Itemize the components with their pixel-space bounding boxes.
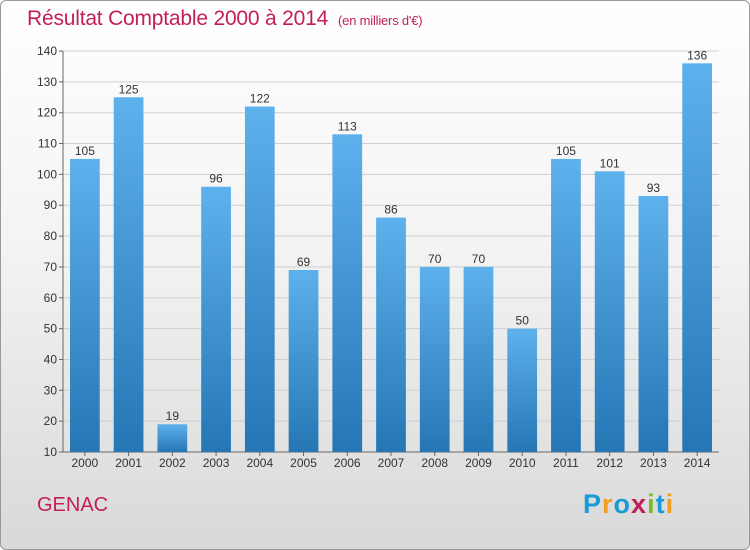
x-tick-label-2010: 2010 xyxy=(509,456,536,470)
x-tick-label-2013: 2013 xyxy=(640,456,667,470)
data-label-2007: 86 xyxy=(384,203,398,217)
logo-letter: o xyxy=(613,489,632,519)
data-label-2003: 96 xyxy=(209,172,223,186)
data-label-2009: 70 xyxy=(472,252,486,266)
y-tick-label: 30 xyxy=(44,383,58,397)
chart-title: Résultat Comptable 2000 à 2014 (en millie… xyxy=(27,7,423,31)
y-tick-label: 10 xyxy=(44,445,58,459)
proxiti-logo: Proxiti xyxy=(583,489,674,520)
commune-name: GENAC xyxy=(37,494,109,516)
y-tick-label: 110 xyxy=(38,137,57,151)
bar-2002 xyxy=(157,424,188,452)
data-labels: 105 125 19 96 122 69 113 86 70 70 50 105 101 93 136 xyxy=(75,48,708,423)
data-label-2013: 93 xyxy=(647,181,661,195)
bar-2013 xyxy=(638,195,669,452)
chart-title-text: Résultat Comptable 2000 à 2014 xyxy=(27,7,329,30)
bar-2008 xyxy=(419,266,450,452)
bar-2012 xyxy=(594,171,625,453)
bar-2011 xyxy=(551,158,581,452)
x-tick-label-2004: 2004 xyxy=(246,456,273,470)
data-label-2014: 136 xyxy=(687,48,707,62)
logo-letter: x xyxy=(631,489,648,519)
y-tick-label: 120 xyxy=(37,106,57,120)
y-tick-label: 40 xyxy=(44,352,58,366)
data-label-2002: 19 xyxy=(166,409,180,423)
y-tick-label: 80 xyxy=(44,229,58,243)
x-tick-label-2000: 2000 xyxy=(72,456,99,470)
x-tick-label-2002: 2002 xyxy=(159,456,186,470)
x-tick-label-2001: 2001 xyxy=(115,456,142,470)
y-tick-label: 140 xyxy=(37,44,57,58)
y-tick-label: 100 xyxy=(37,167,57,181)
y-tick-label: 20 xyxy=(44,414,58,428)
x-tick-label-2014: 2014 xyxy=(684,456,711,470)
x-tick-label-2012: 2012 xyxy=(596,456,623,470)
y-tick-label: 130 xyxy=(37,75,57,89)
x-tick-label-2008: 2008 xyxy=(421,456,448,470)
tick-labels: 10 20 30 40 50 60 70 80 90 100 110 120 130 140 2000 200… xyxy=(37,44,711,470)
y-tick-label: 50 xyxy=(44,322,58,336)
bar-2003 xyxy=(201,186,231,452)
data-label-2001: 125 xyxy=(119,82,139,96)
data-label-2008: 70 xyxy=(428,252,442,266)
data-label-2010: 50 xyxy=(516,314,530,328)
y-tick-label: 90 xyxy=(44,198,58,212)
logo-letter: r xyxy=(602,489,614,519)
bar-2005 xyxy=(288,270,319,452)
data-label-2006: 113 xyxy=(338,119,357,133)
x-tick-label-2003: 2003 xyxy=(203,456,230,470)
logo-letter: i xyxy=(647,489,656,519)
bars xyxy=(69,63,713,453)
data-label-2011: 105 xyxy=(556,144,576,158)
y-tick-label: 70 xyxy=(44,260,58,274)
logo-letter: t xyxy=(655,489,666,519)
y-tick-label: 60 xyxy=(44,291,58,305)
bar-2000 xyxy=(69,158,100,452)
bar-2007 xyxy=(376,217,406,452)
bar-2006 xyxy=(332,134,363,453)
x-tick-label-2006: 2006 xyxy=(334,456,361,470)
x-tick-label-2007: 2007 xyxy=(378,456,405,470)
bar-2004 xyxy=(244,106,275,453)
bar-2009 xyxy=(463,266,494,452)
x-tick-label-2011: 2011 xyxy=(553,456,579,470)
bar-2001 xyxy=(113,97,144,453)
logo-letter: i xyxy=(665,489,675,519)
x-tick-label-2005: 2005 xyxy=(290,456,317,470)
logo-letter: P xyxy=(583,489,603,519)
bar-2014 xyxy=(682,63,713,452)
data-label-2000: 105 xyxy=(75,144,95,158)
chart-subtitle: (en milliers d'€) xyxy=(338,13,423,28)
data-label-2012: 101 xyxy=(600,156,620,170)
data-label-2004: 122 xyxy=(250,92,270,106)
bar-2010 xyxy=(507,328,538,452)
data-label-2005: 69 xyxy=(297,255,311,269)
x-tick-label-2009: 2009 xyxy=(465,456,492,470)
